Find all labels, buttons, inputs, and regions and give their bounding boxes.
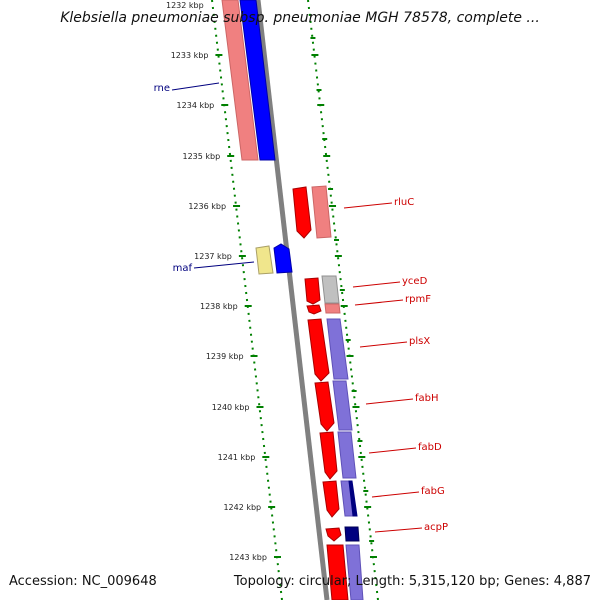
gene-label-rne[interactable]: rne bbox=[154, 83, 170, 94]
gene-plsX-red bbox=[307, 318, 330, 382]
tick-label: 1240 kbp bbox=[212, 403, 250, 412]
gene-yceD-red bbox=[304, 277, 321, 305]
gene-label-rluC[interactable]: rluC bbox=[394, 197, 414, 208]
gene-label-yceD[interactable]: yceD bbox=[402, 276, 428, 287]
leader-line-plsX bbox=[359, 341, 408, 348]
tick-label: 1241 kbp bbox=[218, 453, 256, 462]
gene-bottom-blue bbox=[345, 544, 364, 600]
topology-info-text: Topology: circular; Length: 5,315,120 bp… bbox=[233, 574, 591, 589]
leader-line-fabG bbox=[371, 491, 420, 498]
accession-text: Accession: NC_009648 bbox=[9, 574, 157, 589]
map-title: Klebsiella pneumoniae subsp. pneumoniae … bbox=[60, 10, 540, 26]
gene-fabH-red bbox=[314, 381, 335, 432]
gene-label-rpmF[interactable]: rpmF bbox=[405, 294, 431, 305]
gene-label-fabH[interactable]: fabH bbox=[415, 393, 439, 404]
gene-fabH-blue bbox=[332, 380, 353, 431]
tick-label: 1242 kbp bbox=[223, 503, 261, 512]
gene-fabD-blue bbox=[337, 431, 357, 479]
gene-label-plsX[interactable]: plsX bbox=[409, 336, 430, 347]
gene-bottom-red bbox=[326, 544, 349, 600]
tick-label: 1243 kbp bbox=[229, 553, 267, 562]
gene-acpP-navy bbox=[344, 526, 360, 542]
leader-line-rne bbox=[171, 82, 220, 91]
gene-rpmF-pink bbox=[324, 303, 341, 314]
leader-line-fabD bbox=[368, 447, 417, 454]
gene-maf-blue bbox=[273, 243, 293, 274]
tick-label: 1236 kbp bbox=[188, 202, 226, 211]
gene-label-maf[interactable]: maf bbox=[173, 263, 193, 274]
gene-label-fabD[interactable]: fabD bbox=[418, 442, 442, 453]
leader-line-rpmF bbox=[354, 299, 404, 306]
tick-label: 1234 kbp bbox=[177, 101, 215, 110]
gene-block-rne-blue bbox=[239, 0, 276, 161]
gene-yceD-gray bbox=[321, 275, 340, 304]
tick-marks: 1233 kbp 1234 kbp 1235 kbp 1236 kbp 1237 kbp… bbox=[171, 37, 377, 562]
gene-block-rne-pink bbox=[221, 0, 259, 161]
gene-maf-yellow bbox=[255, 245, 274, 275]
gene-fabG-red bbox=[322, 480, 340, 518]
leader-line-rluC bbox=[343, 202, 393, 209]
leader-line-maf bbox=[193, 261, 255, 269]
leader-line-yceD bbox=[352, 281, 401, 288]
gene-plsX-blue bbox=[326, 318, 349, 380]
gene-labels: rne maf rluC yceD rpmF plsX fabH fabD fabG acpP bbox=[154, 82, 448, 533]
gene-label-fabG[interactable]: fabG bbox=[421, 486, 445, 497]
left-dotted-track bbox=[211, 0, 283, 600]
gene-acpP-red bbox=[325, 527, 342, 542]
gene-fabG-navy bbox=[348, 480, 358, 517]
tick-label: 1238 kbp bbox=[200, 302, 238, 311]
tick-label: 1237 kbp bbox=[194, 252, 232, 261]
tick-label: 1233 kbp bbox=[171, 51, 209, 60]
genome-backbone bbox=[255, 0, 330, 600]
leader-line-acpP bbox=[374, 527, 423, 533]
gene-rluC-red bbox=[292, 186, 312, 239]
gene-rpmF-red bbox=[306, 304, 322, 315]
leader-line-fabH bbox=[365, 398, 414, 405]
gene-fabD-red bbox=[319, 431, 338, 480]
tick-label: 1235 kbp bbox=[182, 152, 220, 161]
gene-rluC-pink bbox=[311, 185, 332, 239]
right-dotted-track bbox=[307, 0, 379, 600]
tick-label-partial: 1232 kbp bbox=[166, 1, 204, 10]
gene-label-acpP[interactable]: acpP bbox=[424, 522, 448, 533]
tick-label: 1239 kbp bbox=[206, 352, 244, 361]
